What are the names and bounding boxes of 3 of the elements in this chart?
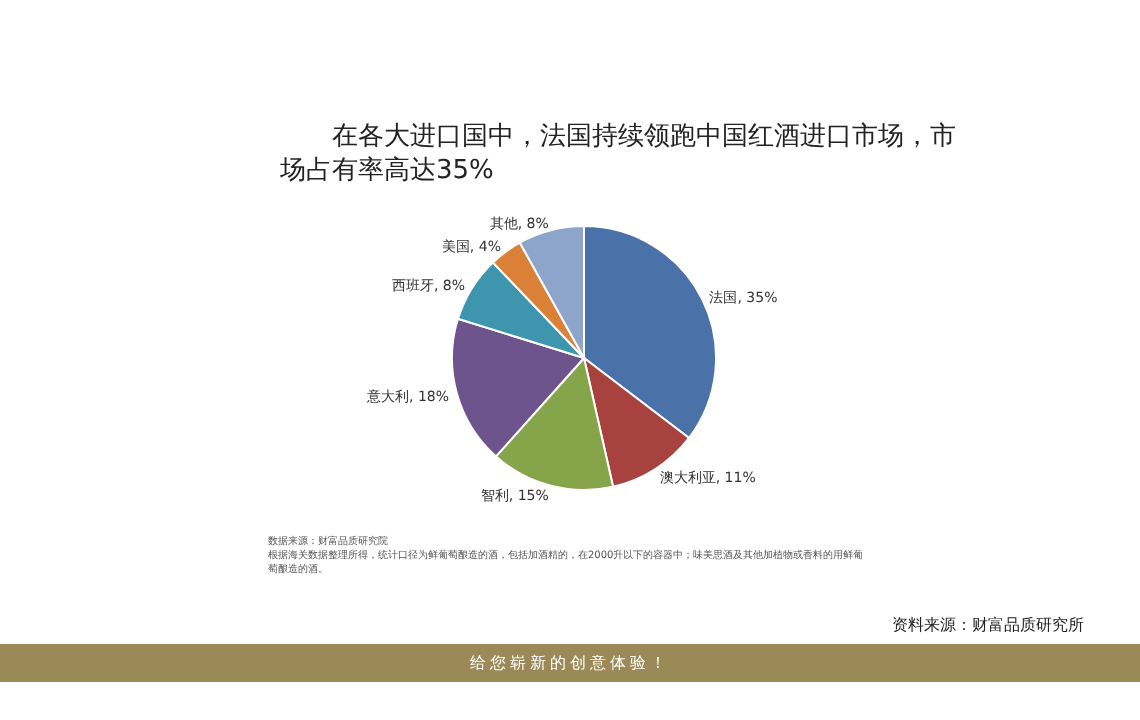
text: 资料来源：财富品质研究所 (892, 616, 1084, 636)
chart-title: 在各大进口国中，法国持续领跑中国红酒进口市场，市场占有率高达35% (280, 120, 958, 188)
text: 给您崭新的创意体验！ (468, 652, 672, 674)
